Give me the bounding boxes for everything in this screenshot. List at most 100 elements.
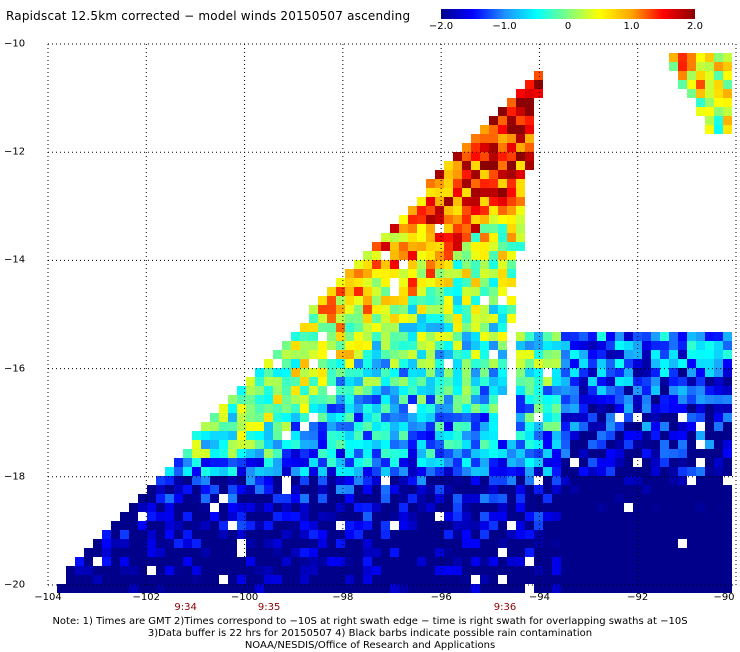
wind-cell xyxy=(453,467,462,476)
wind-cell xyxy=(669,449,678,458)
wind-cell xyxy=(714,458,723,467)
wind-cell xyxy=(723,404,732,413)
wind-cell xyxy=(570,449,579,458)
wind-cell xyxy=(156,575,165,584)
wind-cell xyxy=(660,341,669,350)
wind-cell xyxy=(534,395,543,404)
colorbar-tick-label: 0 xyxy=(564,21,572,32)
wind-cell xyxy=(597,467,606,476)
wind-cell xyxy=(363,440,372,449)
wind-cell xyxy=(237,566,246,575)
wind-cell xyxy=(579,377,588,386)
wind-cell xyxy=(408,575,417,584)
wind-cell xyxy=(111,539,120,548)
wind-cell xyxy=(705,377,714,386)
wind-cell xyxy=(687,71,696,80)
wind-cell xyxy=(210,530,219,539)
wind-cell xyxy=(336,503,345,512)
wind-cell xyxy=(219,449,228,458)
wind-cell xyxy=(165,494,174,503)
wind-cell xyxy=(138,584,147,593)
wind-cell xyxy=(363,476,372,485)
wind-cell xyxy=(462,359,471,368)
wind-cell xyxy=(417,557,426,566)
wind-cell xyxy=(660,368,669,377)
wind-cell xyxy=(390,386,399,395)
wind-cell xyxy=(579,431,588,440)
wind-cell xyxy=(201,467,210,476)
wind-cell xyxy=(426,287,435,296)
wind-cell xyxy=(507,188,516,197)
wind-cell xyxy=(291,386,300,395)
wind-cell xyxy=(255,413,264,422)
wind-cell xyxy=(615,422,624,431)
wind-cell xyxy=(336,548,345,557)
wind-cell xyxy=(336,332,345,341)
wind-cell xyxy=(327,503,336,512)
wind-cell xyxy=(417,359,426,368)
wind-cell xyxy=(327,566,336,575)
wind-cell xyxy=(597,431,606,440)
wind-cell xyxy=(714,116,723,125)
wind-cell xyxy=(462,233,471,242)
wind-cell xyxy=(489,296,498,305)
wind-cell xyxy=(525,413,534,422)
wind-cell xyxy=(480,368,489,377)
wind-cell xyxy=(93,539,102,548)
wind-cell xyxy=(642,458,651,467)
wind-cell xyxy=(507,170,516,179)
wind-cell xyxy=(615,341,624,350)
wind-cell xyxy=(705,98,714,107)
wind-cell xyxy=(435,422,444,431)
wind-cell xyxy=(345,476,354,485)
wind-cell xyxy=(507,458,516,467)
wind-cell xyxy=(300,584,309,593)
wind-cell xyxy=(246,422,255,431)
wind-cell xyxy=(462,251,471,260)
wind-cell xyxy=(480,314,489,323)
wind-cell xyxy=(471,269,480,278)
wind-cell xyxy=(246,431,255,440)
wind-cell xyxy=(255,440,264,449)
wind-cell xyxy=(462,332,471,341)
wind-cell xyxy=(705,62,714,71)
wind-cell xyxy=(624,395,633,404)
wind-cell xyxy=(453,233,462,242)
wind-cell xyxy=(399,242,408,251)
wind-cell xyxy=(417,413,426,422)
wind-cell xyxy=(525,485,534,494)
wind-cell xyxy=(354,503,363,512)
wind-cell xyxy=(471,386,480,395)
wind-cell xyxy=(309,584,318,593)
wind-cell xyxy=(633,584,642,593)
wind-cell xyxy=(372,530,381,539)
wind-cell xyxy=(435,377,444,386)
wind-cell xyxy=(201,449,210,458)
wind-cell xyxy=(399,557,408,566)
wind-cell xyxy=(192,431,201,440)
wind-cell xyxy=(534,494,543,503)
wind-cell xyxy=(453,197,462,206)
wind-cell xyxy=(381,494,390,503)
wind-cell xyxy=(480,503,489,512)
wind-cell xyxy=(606,440,615,449)
wind-cell xyxy=(606,557,615,566)
wind-cell xyxy=(687,530,696,539)
wind-cell xyxy=(516,566,525,575)
wind-cell xyxy=(606,494,615,503)
wind-cell xyxy=(714,359,723,368)
wind-cell xyxy=(705,53,714,62)
wind-cell xyxy=(246,584,255,593)
wind-cell xyxy=(363,584,372,593)
wind-cell xyxy=(237,449,246,458)
wind-cell xyxy=(507,197,516,206)
wind-cell xyxy=(660,557,669,566)
wind-cell xyxy=(597,476,606,485)
wind-cell xyxy=(471,161,480,170)
wind-cell xyxy=(687,449,696,458)
wind-cell xyxy=(516,530,525,539)
wind-cell xyxy=(678,404,687,413)
wind-cell xyxy=(498,107,507,116)
wind-cell xyxy=(318,512,327,521)
wind-cell xyxy=(624,539,633,548)
